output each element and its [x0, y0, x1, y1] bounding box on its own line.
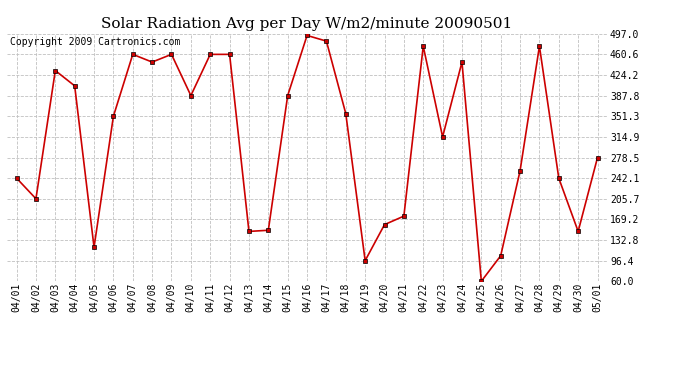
Title: Solar Radiation Avg per Day W/m2/minute 20090501: Solar Radiation Avg per Day W/m2/minute …	[101, 17, 513, 31]
Text: Copyright 2009 Cartronics.com: Copyright 2009 Cartronics.com	[10, 38, 180, 48]
